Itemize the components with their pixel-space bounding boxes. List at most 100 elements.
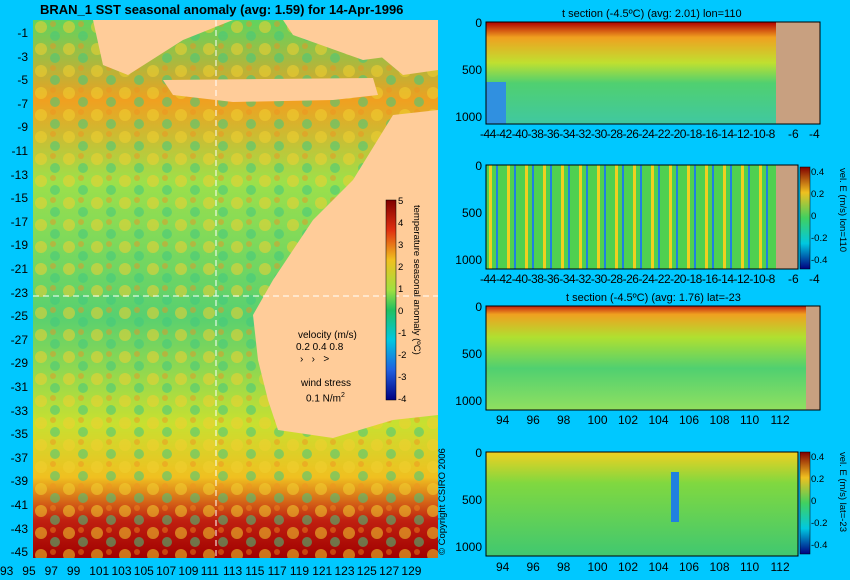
lon-section-tick: 108: [709, 413, 730, 427]
sst-colorbar: [385, 199, 397, 401]
copyright-text: © Copyright CSIRO 2006: [437, 448, 448, 555]
lon-section-tick: 94: [496, 413, 510, 427]
map-lon-tick: 127: [379, 564, 400, 578]
map-lon-tick: 105: [133, 564, 154, 578]
depth-tick: 1000: [455, 540, 482, 554]
lat-section-ticks: -44-42-40-38-36-34-32-30-28-26-24-22-20-…: [480, 127, 775, 141]
lat-section-ticks: -44-42-40-38-36-34-32-30-28-26-24-22-20-…: [480, 272, 775, 286]
map-lat-tick: -21: [10, 262, 28, 276]
colorbar-tick: 1: [398, 284, 404, 295]
indonesia-east-land: [373, 42, 438, 75]
map-lat-tick: -27: [10, 332, 28, 347]
panel4-colorbar: [799, 451, 811, 555]
map-lat-tick: -25: [10, 309, 28, 324]
map-lat-tick: -39: [10, 474, 28, 489]
velocity-values: 0.2 0.4 0.8: [296, 342, 344, 353]
vel-tick: -0.2: [811, 518, 828, 529]
lon-section-tick: 104: [648, 560, 669, 574]
map-lat-tick: -19: [10, 238, 28, 253]
lat-section-tick: -4: [809, 127, 820, 141]
panel3-title: t section (-4.5ºC) (avg: 1.76) lat=-23: [566, 292, 741, 304]
colorbar-tick-labels: 5 4 3 2 1 0 -1 -2 -3 -4: [398, 196, 408, 406]
depth-tick: 500: [461, 347, 482, 361]
lon-section-tick: 98: [557, 560, 571, 574]
map-lat-tick: -3: [17, 49, 28, 64]
map-lon-tick: 129: [401, 564, 422, 578]
panel1-title: t section (-4.5ºC) (avg: 2.01) lon=110: [562, 8, 742, 20]
wind-stress-value: 0.1 N/m2: [306, 392, 345, 404]
map-lat-tick: -11: [11, 144, 28, 158]
colorbar-tick: 5: [398, 196, 404, 207]
map-lon-tick: 95: [22, 564, 36, 578]
map-lon-tick: 117: [267, 564, 287, 578]
lat-section-tick: -6: [788, 127, 799, 141]
map-lon-tick: 121: [312, 564, 333, 578]
depth-tick: 1000: [455, 253, 482, 267]
colorbar-tick: 4: [398, 218, 404, 229]
map-lat-tick: -33: [10, 403, 28, 418]
map-lat-tick: -5: [17, 73, 28, 88]
map-title: BRAN_1 SST seasonal anomaly (avg: 1.59) …: [40, 2, 404, 17]
map-lon-tick: 107: [156, 564, 177, 578]
panel4-colorbar-label: vel. E (m/s) lat=-23: [837, 452, 848, 532]
depth-tick: 0: [475, 159, 482, 173]
map-lon-tick: 125: [356, 564, 377, 578]
lat-section-tick: -4: [809, 272, 820, 286]
colorbar-tick: 0: [398, 306, 404, 317]
lon-section-tick: 100: [587, 560, 608, 574]
map-lat-tick: -31: [10, 380, 28, 394]
vel-tick: 0.2: [811, 189, 825, 200]
wind-value-sup: 2: [341, 392, 345, 399]
java-land: [163, 78, 378, 102]
map-lat-tick: -1: [17, 26, 28, 40]
map-lon-tick: 111: [200, 564, 219, 578]
depth-tick: 1000: [455, 110, 482, 124]
map-lat-tick: -9: [17, 120, 28, 135]
map-lon-tick: 115: [245, 564, 265, 578]
map-lat-tick: -37: [10, 450, 28, 465]
map-lat-tick: -35: [10, 427, 28, 442]
map-lat-tick: -7: [17, 96, 28, 111]
depth-tick: 0: [475, 446, 482, 460]
colorbar-tick: -1: [398, 328, 407, 339]
panel4-vel-section-lat-23: [485, 451, 799, 557]
depth-tick: 500: [461, 63, 482, 77]
panel1-temp-section-lon110: [485, 21, 821, 125]
lon-section-tick: 96: [526, 560, 540, 574]
lon-section-tick: 110: [740, 560, 760, 574]
sst-anomaly-map: [33, 20, 438, 558]
vel-tick: 0.4: [811, 452, 825, 463]
lon-section-tick: 102: [618, 413, 639, 427]
sumatra-land: [93, 20, 233, 75]
vel-tick: 0.2: [811, 474, 825, 485]
map-lat-tick: -15: [10, 191, 28, 206]
map-lon-tick: 123: [334, 564, 355, 578]
depth-tick: 0: [475, 300, 482, 314]
wind-stress-label: wind stress: [301, 378, 352, 389]
map-lon-tick: 109: [178, 564, 199, 578]
colorbar-label: temperature seasonal anomaly (ºC): [411, 205, 422, 355]
vel-tick: 0: [811, 496, 817, 507]
map-lat-tick: -41: [10, 498, 28, 512]
lon-section-tick: 100: [587, 413, 608, 427]
lon-section-tick: 94: [496, 560, 510, 574]
lon-section-tick: 104: [648, 413, 669, 427]
panel2-colorbar: [799, 166, 811, 270]
vel-tick: -0.4: [811, 255, 828, 266]
panel3-temp-section-lat-23: [485, 305, 821, 411]
lon-section-tick: 102: [618, 560, 639, 574]
vel-tick: 0: [811, 211, 817, 222]
map-lat-tick: -43: [10, 521, 28, 536]
map-lon-tick: 113: [223, 564, 243, 578]
lon-section-tick: 98: [557, 413, 571, 427]
vel-tick: 0.4: [811, 167, 825, 178]
lon-section-tick: 96: [526, 413, 540, 427]
lon-section-tick: 108: [709, 560, 730, 574]
vel-tick: -0.4: [811, 540, 828, 551]
lon-section-tick: 106: [679, 560, 700, 574]
vel-tick: -0.2: [811, 233, 828, 244]
colorbar-tick: -3: [398, 372, 407, 383]
velocity-label: velocity (m/s): [298, 330, 357, 341]
panel2-vel-section-lon110: [485, 164, 799, 270]
lon-section-tick: 112: [770, 560, 790, 574]
